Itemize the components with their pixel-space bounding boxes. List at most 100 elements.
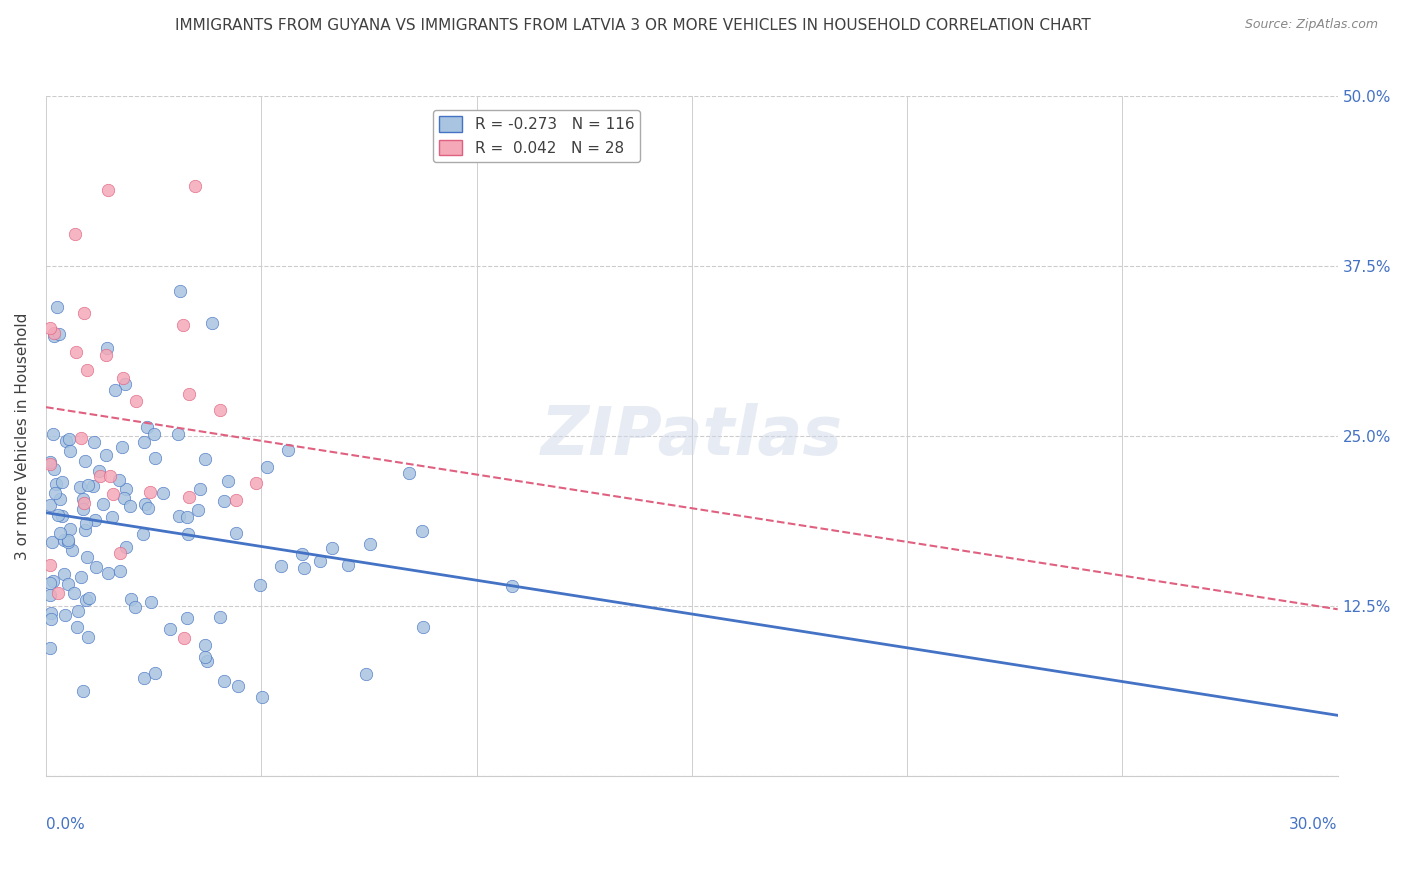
Point	[139, 485, 162, 500]
Point	[132, 671, 155, 685]
Point	[256, 460, 278, 475]
Point	[60, 543, 83, 558]
Legend: R = -0.273   N = 116, R =  0.042   N = 28: R = -0.273 N = 116, R = 0.042 N = 28	[433, 110, 640, 161]
Point	[111, 371, 134, 385]
Point	[115, 482, 138, 496]
Point	[225, 525, 247, 540]
Point	[209, 610, 232, 624]
Point	[86, 559, 108, 574]
Point	[59, 522, 82, 536]
Point	[114, 376, 136, 391]
Point	[111, 440, 134, 454]
Point	[44, 486, 66, 500]
Point	[41, 535, 63, 549]
Point	[39, 458, 62, 472]
Point	[208, 403, 231, 417]
Point	[70, 431, 93, 445]
Point	[120, 592, 142, 607]
Point	[159, 622, 181, 636]
Point	[39, 558, 62, 573]
Point	[72, 683, 94, 698]
Point	[39, 612, 62, 626]
Point	[55, 434, 77, 449]
Point	[291, 547, 314, 561]
Point	[56, 533, 79, 548]
Point	[309, 554, 332, 568]
Point	[131, 526, 153, 541]
Point	[75, 592, 97, 607]
Point	[56, 535, 79, 549]
Point	[91, 497, 114, 511]
Point	[97, 566, 120, 581]
Point	[176, 510, 198, 524]
Point	[44, 326, 66, 341]
Point	[72, 502, 94, 516]
Point	[143, 665, 166, 680]
Point	[114, 540, 136, 554]
Point	[51, 475, 73, 490]
Point	[97, 183, 120, 197]
Point	[65, 345, 87, 359]
Point	[82, 478, 104, 492]
Point	[502, 579, 524, 593]
Point	[98, 469, 121, 483]
Point	[134, 497, 156, 511]
Point	[139, 595, 162, 609]
Point	[194, 451, 217, 466]
Point	[42, 427, 65, 442]
Point	[277, 442, 299, 457]
Text: Source: ZipAtlas.com: Source: ZipAtlas.com	[1244, 18, 1378, 31]
Point	[46, 585, 69, 599]
Point	[167, 509, 190, 524]
Point	[45, 476, 67, 491]
Point	[120, 499, 142, 513]
Point	[67, 604, 90, 618]
Point	[66, 620, 89, 634]
Point	[39, 588, 62, 602]
Point	[76, 549, 98, 564]
Point	[63, 227, 86, 241]
Point	[84, 513, 107, 527]
Point	[184, 178, 207, 193]
Point	[53, 566, 76, 581]
Point	[270, 559, 292, 574]
Point	[225, 492, 247, 507]
Point	[39, 499, 62, 513]
Point	[124, 600, 146, 615]
Point	[136, 501, 159, 516]
Point	[75, 454, 97, 468]
Point	[39, 321, 62, 335]
Point	[200, 316, 222, 330]
Point	[56, 577, 79, 591]
Point	[46, 300, 69, 314]
Point	[217, 475, 239, 489]
Point	[187, 503, 209, 517]
Point	[77, 477, 100, 491]
Point	[226, 679, 249, 693]
Point	[96, 341, 118, 355]
Point	[53, 607, 76, 622]
Point	[39, 640, 62, 655]
Point	[94, 348, 117, 362]
Point	[108, 564, 131, 578]
Text: IMMIGRANTS FROM GUYANA VS IMMIGRANTS FROM LATVIA 3 OR MORE VEHICLES IN HOUSEHOLD: IMMIGRANTS FROM GUYANA VS IMMIGRANTS FRO…	[174, 18, 1091, 33]
Point	[46, 508, 69, 522]
Point	[411, 524, 433, 538]
Point	[152, 485, 174, 500]
Point	[53, 533, 76, 547]
Point	[177, 526, 200, 541]
Point	[73, 496, 96, 510]
Text: 30.0%: 30.0%	[1289, 817, 1337, 832]
Point	[39, 606, 62, 620]
Point	[336, 558, 359, 572]
Point	[94, 448, 117, 462]
Point	[195, 654, 218, 668]
Point	[63, 586, 86, 600]
Point	[44, 462, 66, 476]
Point	[42, 574, 65, 589]
Point	[77, 630, 100, 644]
Point	[73, 306, 96, 320]
Point	[177, 386, 200, 401]
Point	[167, 426, 190, 441]
Point	[89, 468, 111, 483]
